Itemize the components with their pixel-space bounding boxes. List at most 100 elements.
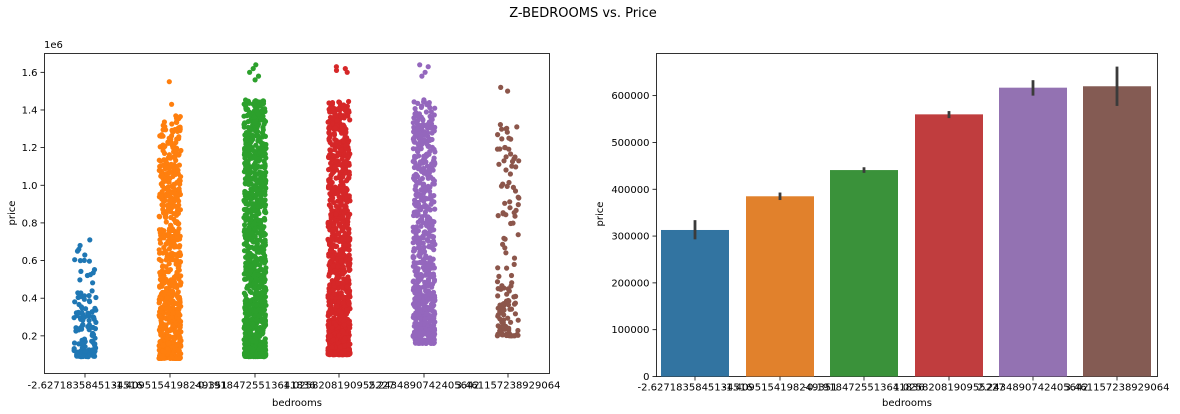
strip-point: [169, 101, 175, 107]
strip-point: [73, 328, 79, 334]
strip-point: [417, 307, 423, 313]
strip-point: [344, 69, 350, 75]
bar-x-tick-label: 2.2434890742405642: [977, 383, 1088, 394]
strip-point: [177, 191, 183, 198]
bar-chart: 0 100000 200000 300000 400000 500000 600000 -2…: [595, 53, 1169, 409]
strip-point: [251, 155, 257, 161]
strip-point: [258, 221, 264, 227]
strip-point: [342, 343, 348, 349]
strip-point: [173, 330, 179, 336]
strip-point: [158, 133, 164, 139]
strip-point: [508, 272, 515, 279]
strip-point: [421, 203, 427, 209]
strip-point: [72, 257, 78, 263]
strip-point: [176, 134, 182, 140]
strip-point: [332, 164, 338, 170]
strip-point: [168, 243, 174, 249]
strip-point: [166, 314, 172, 321]
strip-point: [331, 153, 337, 159]
strip-point: [177, 207, 183, 213]
strip-point: [334, 303, 340, 309]
strip-point: [162, 323, 168, 329]
strip-point: [244, 340, 250, 346]
strip-point: [412, 106, 418, 112]
strip-point: [411, 212, 417, 219]
strip-point: [165, 340, 171, 346]
strip-point: [161, 119, 167, 125]
strip-point: [246, 181, 252, 187]
strip-point: [255, 171, 261, 177]
strip-point: [173, 219, 179, 225]
strip-point: [514, 124, 520, 130]
strip-point: [346, 247, 352, 253]
strip-point: [336, 231, 342, 237]
strip-point: [337, 195, 343, 201]
strip-point: [262, 242, 268, 248]
strip-point: [413, 209, 419, 215]
strip-point: [346, 172, 352, 178]
strip-point: [254, 107, 260, 113]
bar-y-tick-label: 600000: [611, 91, 649, 102]
strip-point: [162, 248, 168, 254]
strip-point: [253, 276, 259, 282]
strip-point: [259, 99, 265, 105]
strip-point: [429, 281, 436, 287]
strip-point: [242, 351, 248, 357]
strip-point: [516, 158, 522, 164]
strip-series-5: [494, 84, 522, 339]
strip-point: [161, 178, 167, 185]
strip-point: [159, 304, 165, 310]
strip-point: [410, 240, 416, 246]
strip-point: [169, 233, 175, 240]
strip-point: [426, 206, 432, 212]
strip-x-tick-label: 2.2434890742405642: [368, 381, 479, 392]
strip-point: [411, 247, 417, 254]
strip-point: [257, 262, 263, 268]
strip-point: [258, 291, 265, 297]
strip-point: [504, 265, 510, 271]
strip-point: [503, 167, 509, 173]
strip-point: [340, 328, 346, 334]
strip-point: [247, 151, 253, 157]
strip-point: [244, 285, 250, 291]
strip-point: [242, 222, 248, 228]
strip-point: [336, 151, 342, 157]
strip-point: [160, 127, 166, 133]
strip-point: [416, 330, 422, 336]
strip-point: [430, 297, 437, 303]
strip-point: [418, 104, 424, 110]
strip-point: [346, 290, 352, 296]
strip-point: [342, 170, 349, 176]
strip-point: [163, 219, 169, 225]
strip-point: [326, 288, 332, 295]
strip-point: [346, 351, 352, 357]
strip-point: [161, 273, 167, 279]
strip-point: [325, 119, 331, 125]
strip-point: [499, 319, 505, 325]
strip-point: [427, 340, 434, 346]
strip-point: [328, 181, 334, 187]
strip-point: [430, 176, 436, 182]
strip-point: [345, 236, 351, 242]
strip-point: [342, 242, 349, 248]
strip-point: [253, 187, 259, 193]
strip-point: [156, 300, 162, 306]
strip-point: [411, 115, 417, 121]
strip-x-tick-label: -1.4095154198249351: [113, 381, 228, 392]
strip-point: [330, 227, 336, 233]
strip-point: [260, 131, 266, 137]
strip-point: [166, 79, 172, 85]
strip-point: [158, 193, 164, 199]
strip-point: [82, 252, 88, 258]
strip-point: [416, 311, 422, 317]
strip-point: [343, 129, 349, 135]
strip-point: [344, 307, 350, 313]
strip-point: [416, 201, 422, 208]
strip-point: [427, 271, 433, 277]
strip-y-tick-label: 1.2: [22, 143, 38, 154]
strip-point: [344, 221, 351, 228]
strip-point: [345, 274, 351, 280]
strip-point: [172, 126, 178, 133]
strip-point: [419, 249, 425, 255]
strip-point: [245, 171, 251, 177]
